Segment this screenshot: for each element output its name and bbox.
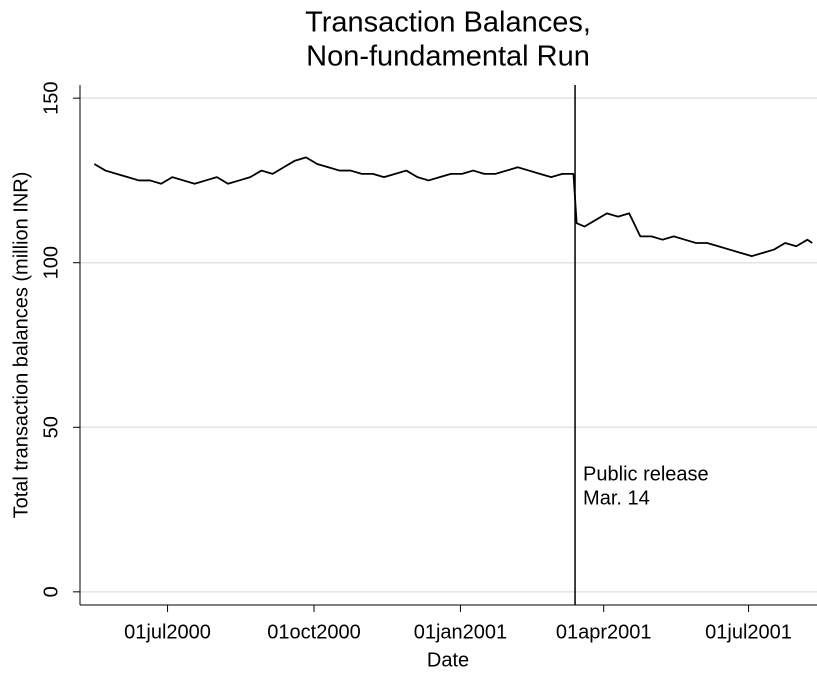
annotation-text: Public release (583, 463, 709, 485)
y-tick-label: 50 (40, 416, 62, 438)
y-tick-label: 0 (40, 586, 62, 597)
x-tick-label: 01jul2000 (124, 621, 211, 643)
x-tick-label: 01apr2001 (556, 621, 652, 643)
line-series (93, 156, 813, 258)
annotation-text: Mar. 14 (583, 487, 650, 509)
chart-title: Transaction Balances, (305, 7, 591, 39)
y-axis-label: Total transaction balances (million INR) (10, 172, 32, 519)
x-tick-label: 01oct2000 (267, 621, 360, 643)
chart-title: Non-fundamental Run (306, 41, 590, 73)
x-tick-label: 01jul2001 (705, 621, 792, 643)
y-tick-label: 100 (40, 246, 62, 279)
x-tick-label: 01jan2001 (414, 621, 507, 643)
y-tick-label: 150 (40, 81, 62, 114)
x-axis-label: Date (427, 649, 469, 671)
